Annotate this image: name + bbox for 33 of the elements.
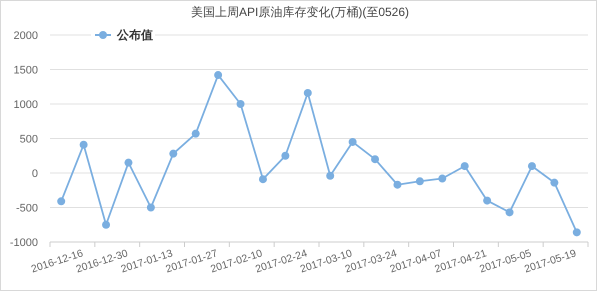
point <box>416 177 424 186</box>
y-tick-label: 2000 <box>14 30 38 42</box>
y-tick-label: 1500 <box>14 64 38 76</box>
point <box>304 88 312 97</box>
point <box>326 172 334 180</box>
y-tick-label: 1000 <box>14 99 38 111</box>
point <box>80 140 88 149</box>
point <box>214 71 222 80</box>
point <box>124 158 132 167</box>
point <box>460 162 469 170</box>
point <box>236 100 245 108</box>
point <box>348 138 357 146</box>
point <box>438 174 446 183</box>
point <box>572 228 581 236</box>
point <box>258 175 267 184</box>
point <box>192 130 200 138</box>
point <box>57 197 66 206</box>
point <box>371 155 380 164</box>
point <box>550 178 558 187</box>
legend-label: 公布值 <box>116 28 153 42</box>
point <box>146 204 155 212</box>
point <box>483 196 492 205</box>
point <box>393 180 402 189</box>
point <box>102 220 110 229</box>
point <box>169 150 178 158</box>
y-tick-label: 0 <box>32 168 38 180</box>
y-tick-label: 500 <box>20 134 38 146</box>
y-tick-label: -1000 <box>10 237 38 249</box>
y-tick-label: -500 <box>16 202 38 214</box>
point <box>281 152 290 160</box>
chart-title: 美国上周API原油库存变化(万桶)(至0526) <box>190 5 410 19</box>
point <box>528 162 536 170</box>
point <box>506 208 514 216</box>
